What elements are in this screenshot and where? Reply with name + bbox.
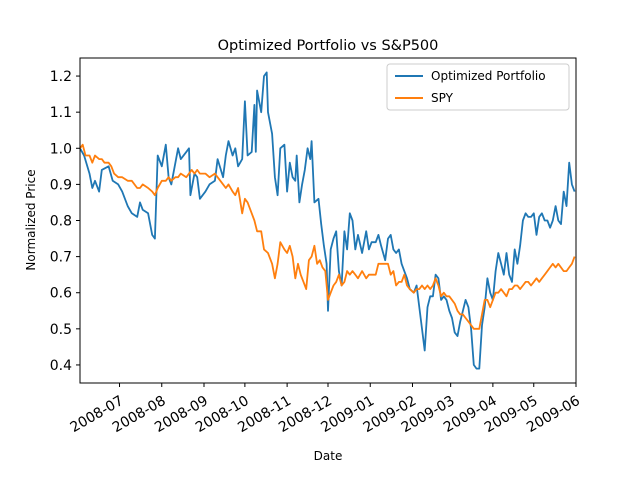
series-line-optimized-portfolio	[79, 71, 576, 370]
y-tick-label: 0.4	[50, 358, 72, 374]
y-tick-label: 0.6	[50, 286, 72, 302]
x-axis-label: Date	[314, 449, 343, 463]
y-tick-label: 0.7	[50, 250, 72, 266]
legend-label-spy: SPY	[431, 91, 454, 105]
y-tick-label: 1.1	[50, 105, 72, 121]
legend-box	[386, 63, 570, 111]
chart-title: Optimized Portfolio vs S&P500	[218, 38, 439, 54]
y-tick-label: 1.0	[50, 141, 72, 157]
y-axis-ticks: 0.4 0.5 0.6 0.7 0.8 0.9 1.0 1.1 1.2	[50, 69, 80, 374]
y-tick-label: 0.9	[50, 177, 72, 193]
y-axis-label: Normalized Price	[24, 169, 38, 270]
y-tick-label: 0.5	[50, 322, 72, 338]
series-group	[79, 71, 576, 370]
y-tick-label: 0.8	[50, 214, 72, 230]
series-line-spy	[79, 143, 576, 330]
legend: Optimized Portfolio SPY	[386, 63, 570, 111]
y-tick-label: 1.2	[50, 69, 72, 85]
legend-label-optimized-portfolio: Optimized Portfolio	[431, 69, 546, 83]
